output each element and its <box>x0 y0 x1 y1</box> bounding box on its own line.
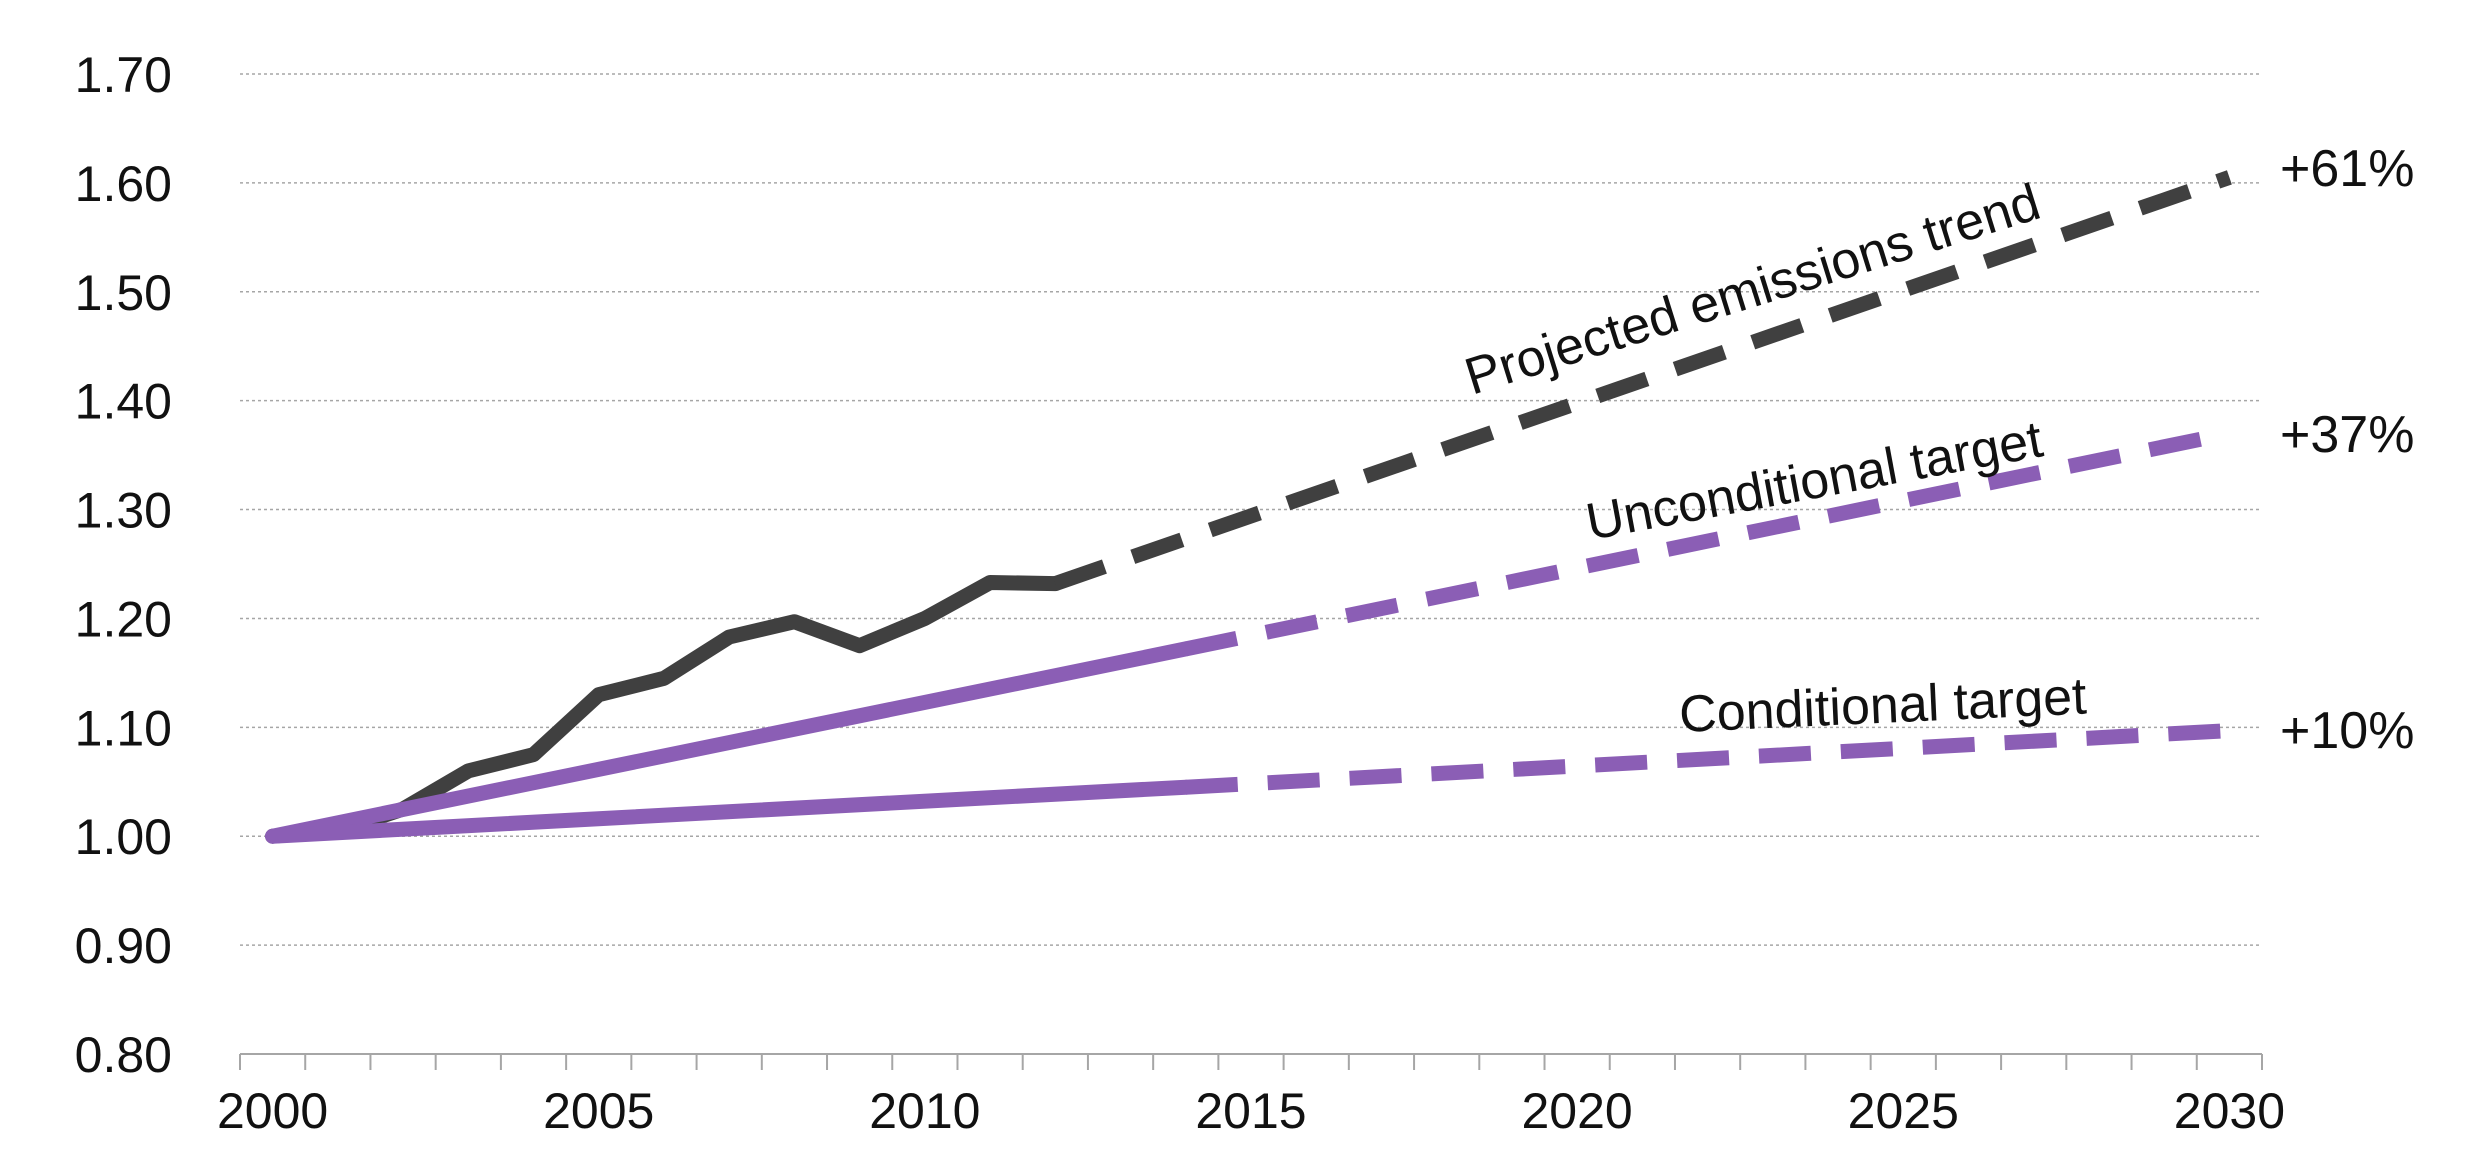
end-label-37: +37% <box>2280 406 2414 464</box>
series-line-2 <box>1052 170 2232 591</box>
series-line-4 <box>1184 425 2231 657</box>
annotation-projected-emissions-trend: Projected emissions trend <box>1458 173 2046 406</box>
end-label-61: +61% <box>2280 140 2414 198</box>
y-tick-label: 1.60 <box>75 156 172 212</box>
y-tick-label: 1.40 <box>75 374 172 430</box>
end-label-10: +10% <box>2280 702 2414 760</box>
x-tick-label: 2015 <box>1195 1083 1306 1139</box>
x-tick-label: 2000 <box>217 1083 328 1139</box>
series-lines <box>265 170 2232 844</box>
y-tick-label: 1.50 <box>75 265 172 321</box>
x-tick-label: 2030 <box>2174 1083 2285 1139</box>
x-tick-label: 2020 <box>1522 1083 1633 1139</box>
x-tick-label: 2005 <box>543 1083 654 1139</box>
y-tick-label: 0.90 <box>75 918 172 974</box>
annotation-unconditional-target: Unconditional target <box>1582 410 2048 551</box>
y-tick-label: 0.80 <box>75 1027 172 1083</box>
series-line-6 <box>1185 723 2230 795</box>
series-line-3 <box>265 641 1194 844</box>
annotation-conditional-target: Conditional target <box>1678 668 2088 744</box>
x-tick-label: 2010 <box>869 1083 980 1139</box>
x-tick-label: 2025 <box>1848 1083 1959 1139</box>
y-tick-label: 1.70 <box>75 47 172 103</box>
y-tick-label: 1.20 <box>75 591 172 647</box>
y-tick-label: 1.10 <box>75 700 172 756</box>
axes: 0.80 0.90 1.00 1.10 1.20 1.30 1.40 1.50 1.60 1.70… <box>75 47 2285 1139</box>
series-line-5 <box>265 779 1194 844</box>
y-tick-label: 1.00 <box>75 809 172 865</box>
y-tick-label: 1.30 <box>75 483 172 539</box>
